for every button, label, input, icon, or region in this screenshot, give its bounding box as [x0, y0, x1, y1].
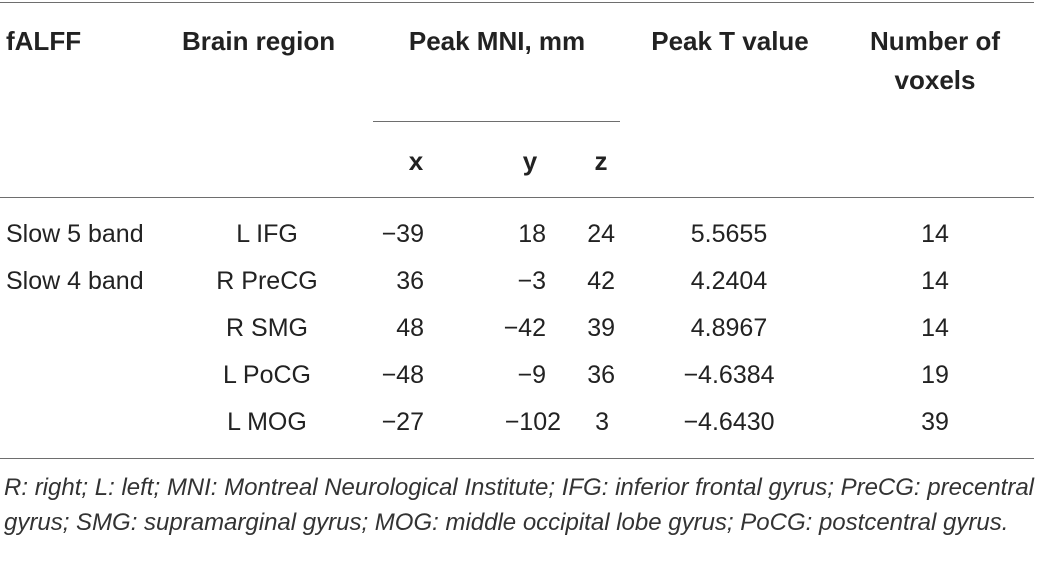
cell-y: −3	[517, 267, 546, 295]
table-bottom-rule	[0, 458, 1034, 459]
header-peak-t-value: Peak T value	[651, 26, 809, 56]
cell-region: R PreCG	[216, 267, 318, 295]
header-y: y	[522, 146, 538, 176]
cell-falff: Slow 4 band	[6, 267, 144, 295]
cell-falff: Slow 5 band	[6, 220, 144, 248]
cell-region: L PoCG	[222, 361, 312, 389]
header-bottom-rule	[0, 197, 1034, 198]
cell-voxels: 14	[921, 220, 949, 248]
cell-y: −42	[503, 314, 546, 342]
header-x: x	[408, 146, 424, 176]
cell-y: 18	[518, 220, 546, 248]
cell-x: −39	[381, 220, 424, 248]
cell-peak-t: −4.6384	[683, 361, 775, 389]
cell-x: −48	[381, 361, 424, 389]
cell-voxels: 14	[921, 314, 949, 342]
cell-region: L IFG	[236, 220, 298, 248]
cell-x: 48	[396, 314, 424, 342]
cell-peak-t: 4.8967	[690, 314, 768, 342]
header-brain-region: Brain region	[182, 26, 336, 56]
cell-peak-t: −4.6430	[683, 408, 775, 436]
cell-voxels: 39	[921, 408, 949, 436]
cell-z: 36	[587, 361, 615, 389]
cell-voxels: 14	[921, 267, 949, 295]
cell-peak-t: 5.5655	[690, 220, 768, 248]
cell-y: −102	[504, 408, 561, 436]
table-top-rule	[0, 2, 1034, 3]
header-peak-mni: Peak MNI, mm	[408, 26, 586, 56]
header-z: z	[594, 146, 608, 176]
cell-z: 24	[587, 220, 615, 248]
cell-region: L MOG	[227, 408, 307, 436]
cell-voxels: 19	[921, 361, 949, 389]
cell-region: R SMG	[226, 314, 308, 342]
table-footnote: R: right; L: left; MNI: Montreal Neurolo…	[4, 474, 1034, 536]
cell-x: −27	[381, 408, 424, 436]
cell-z: 42	[587, 267, 615, 295]
header-number-of-voxels-line2: voxels	[894, 65, 976, 95]
cell-z: 3	[595, 408, 609, 436]
mni-subheader-rule	[373, 121, 620, 122]
cell-y: −9	[517, 361, 546, 389]
header-number-of-voxels-line1: Number of	[870, 26, 1000, 56]
cell-peak-t: 4.2404	[690, 267, 768, 295]
header-falff: fALFF	[6, 26, 82, 56]
cell-z: 39	[587, 314, 615, 342]
cell-x: 36	[396, 267, 424, 295]
